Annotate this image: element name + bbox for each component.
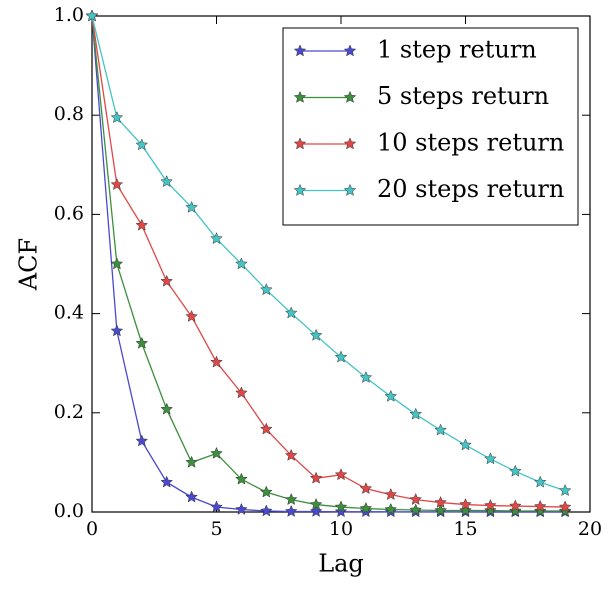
x-tick-label: 10: [329, 518, 353, 540]
y-tick-label: 0.0: [54, 500, 84, 522]
series-line: [91, 15, 566, 512]
marker: [409, 407, 423, 420]
marker: [558, 500, 572, 513]
x-tick-label: 0: [86, 518, 98, 540]
marker: [484, 503, 497, 516]
marker: [235, 386, 248, 399]
marker: [558, 504, 572, 517]
marker: [185, 200, 198, 213]
legend-marker: [293, 137, 307, 150]
marker: [135, 218, 149, 231]
x-axis-label: Lag: [318, 550, 364, 578]
marker: [210, 232, 223, 245]
marker: [508, 504, 522, 517]
marker: [484, 498, 497, 511]
marker: [459, 503, 472, 516]
marker: [284, 306, 298, 319]
marker: [459, 497, 472, 510]
marker: [309, 504, 323, 517]
marker: [334, 468, 348, 481]
marker: [185, 455, 198, 468]
marker: [284, 448, 298, 461]
legend-marker: [293, 44, 307, 57]
x-tick-label: 20: [578, 518, 602, 540]
marker: [235, 257, 248, 270]
marker: [259, 422, 273, 435]
legend-marker: [293, 183, 307, 196]
marker: [384, 502, 398, 515]
marker: [508, 464, 522, 477]
marker: [110, 177, 124, 191]
marker: [160, 175, 174, 188]
marker: [135, 138, 149, 151]
series-line: [91, 15, 566, 508]
marker: [210, 500, 223, 513]
marker: [533, 499, 547, 512]
marker: [334, 505, 348, 518]
marker: [259, 283, 273, 296]
y-tick-label: 0.8: [54, 103, 84, 125]
marker: [284, 492, 298, 506]
marker: [484, 452, 497, 465]
legend-marker: [293, 90, 307, 103]
marker: [110, 324, 124, 337]
y-tick-label: 1.0: [54, 4, 84, 26]
marker: [110, 111, 124, 124]
marker: [160, 274, 174, 287]
marker: [508, 499, 522, 512]
marker: [558, 484, 572, 497]
marker: [309, 328, 323, 341]
marker: [409, 503, 423, 516]
marker: [185, 490, 198, 503]
marker: [359, 370, 373, 383]
series-line: [91, 15, 566, 513]
marker: [259, 485, 273, 498]
marker: [160, 402, 174, 415]
marker: [533, 504, 547, 517]
marker: [384, 389, 398, 402]
marker: [459, 438, 472, 451]
marker: [210, 446, 223, 459]
marker: [533, 475, 547, 488]
legend-marker: [343, 137, 357, 150]
legend-label: 5 steps return: [377, 82, 549, 110]
marker: [160, 475, 174, 488]
marker: [309, 497, 323, 510]
marker: [309, 471, 323, 484]
marker: [359, 501, 373, 514]
legend-box: [282, 27, 579, 226]
legend-marker: [343, 44, 357, 57]
marker: [185, 309, 198, 322]
x-tick-label: 5: [210, 518, 222, 540]
marker: [434, 503, 447, 516]
legend-label: 20 steps return: [377, 175, 564, 203]
marker: [334, 500, 348, 513]
marker: [259, 504, 273, 517]
legend-marker: [343, 90, 357, 103]
y-axis-label: ACF: [15, 238, 43, 291]
marker: [434, 423, 447, 436]
marker: [359, 482, 373, 495]
legend-marker: [343, 183, 357, 196]
marker: [284, 504, 298, 517]
marker: [235, 502, 248, 515]
y-tick-label: 0.2: [54, 401, 84, 423]
y-tick-label: 0.4: [54, 302, 84, 324]
marker: [135, 434, 149, 447]
marker: [409, 492, 423, 506]
marker: [334, 350, 348, 363]
y-tick-label: 0.6: [54, 202, 84, 224]
x-tick-label: 15: [453, 518, 477, 540]
marker: [210, 355, 223, 368]
marker: [110, 257, 124, 270]
marker: [384, 487, 398, 501]
series-line: [91, 15, 566, 492]
legend-label: 1 step return: [377, 36, 537, 64]
marker: [135, 336, 149, 349]
marker: [434, 495, 447, 508]
legend-label: 10 steps return: [377, 129, 564, 157]
marker: [85, 9, 99, 22]
marker: [235, 472, 248, 485]
